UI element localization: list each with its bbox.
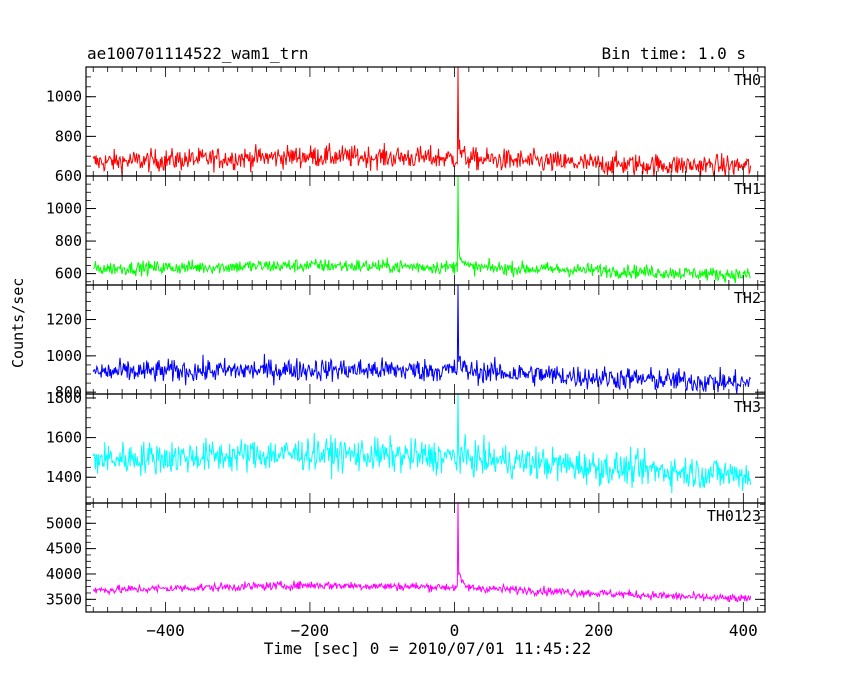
y-tick-label: 1000 — [46, 347, 82, 365]
x-tick-label: −400 — [146, 621, 185, 640]
chart-title: ae100701114522_wam1_trn — [87, 44, 309, 63]
y-tick-label: 800 — [55, 127, 82, 145]
series-line-th3 — [92, 393, 752, 494]
y-tick-label: 1600 — [46, 429, 82, 447]
panel-label-th3: TH3 — [734, 398, 761, 416]
y-tick-label: 3500 — [46, 590, 82, 608]
y-tick-label: 1000 — [46, 200, 82, 218]
panel-label-th0123: TH0123 — [707, 507, 761, 525]
y-tick-label: 600 — [55, 167, 82, 185]
y-tick-label: 1800 — [46, 389, 82, 407]
y-tick-label: 5000 — [46, 514, 82, 532]
y-tick-label: 4500 — [46, 540, 82, 558]
panel-frame-th0 — [85, 66, 766, 177]
panel-frame-th2 — [85, 284, 766, 395]
y-tick-label: 600 — [55, 265, 82, 283]
x-tick-label: 200 — [584, 621, 613, 640]
y-tick-label: 800 — [55, 383, 82, 401]
panel-label-th2: TH2 — [734, 289, 761, 307]
y-tick-label: 4000 — [46, 565, 82, 583]
bin-time-label: Bin time: 1.0 s — [601, 44, 747, 63]
x-tick-label: 0 — [450, 621, 460, 640]
y-tick-label: 1000 — [46, 88, 82, 106]
x-tick-label: −200 — [291, 621, 330, 640]
series-line-th1 — [92, 175, 751, 284]
panel-label-th1: TH1 — [734, 180, 761, 198]
x-tick-label: 400 — [729, 621, 758, 640]
x-axis-label: Time [sec] 0 = 2010/07/01 11:45:22 — [263, 639, 592, 658]
y-tick-label: 1400 — [46, 468, 82, 486]
series-line-th0 — [92, 66, 752, 177]
series-line-th2 — [92, 284, 752, 394]
y-tick-label: 800 — [55, 232, 82, 250]
y-tick-label: 1200 — [46, 311, 82, 329]
series-line-th0123 — [92, 502, 752, 603]
panel-label-th0: TH0 — [734, 71, 761, 89]
